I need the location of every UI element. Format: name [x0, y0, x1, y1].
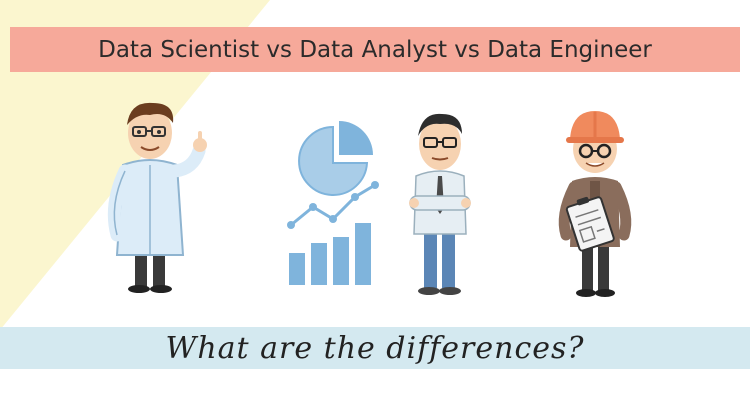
page-subtitle: What are the differences? — [165, 330, 585, 366]
scientist-in-lab-coat-icon — [107, 102, 207, 293]
subtitle-banner: What are the differences? — [0, 327, 750, 369]
engineer-with-hard-hat-icon — [558, 111, 632, 297]
page-title: Data Scientist vs Data Analyst vs Data E… — [98, 36, 652, 63]
title-banner: Data Scientist vs Data Analyst vs Data E… — [10, 27, 740, 72]
analyst-with-charts-icon — [409, 113, 471, 295]
analyst-charts-icon — [287, 121, 379, 285]
